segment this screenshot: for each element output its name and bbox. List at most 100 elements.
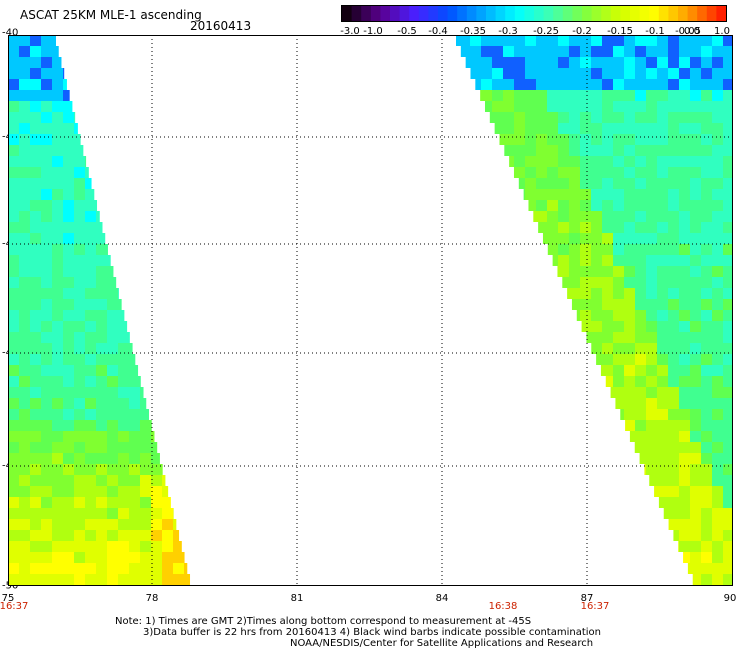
swath-cell	[74, 211, 85, 222]
swath-cell	[547, 200, 558, 211]
swath-cell	[173, 574, 184, 585]
swath-cell	[85, 486, 96, 497]
swath-cell	[8, 343, 19, 354]
swath-cell	[690, 288, 701, 299]
swath-cell	[723, 420, 733, 431]
swath-cell	[654, 486, 657, 497]
swath-cell	[52, 398, 63, 409]
swath-cell	[118, 431, 129, 442]
swath-cell	[96, 475, 107, 486]
swath-cell	[646, 277, 657, 288]
swath-cell	[85, 266, 96, 277]
swath-cell	[41, 442, 52, 453]
swath-cell	[151, 453, 160, 464]
swath-cell	[41, 90, 52, 101]
map-grid	[8, 35, 733, 586]
swath-cell	[30, 156, 41, 167]
swath-cell	[690, 332, 701, 343]
swath-cell	[151, 508, 162, 519]
swath-cell	[19, 134, 30, 145]
swath-cell	[723, 563, 733, 574]
swath-cell	[547, 35, 558, 46]
swath-cell	[63, 145, 74, 156]
swath-cell	[657, 68, 668, 79]
swath-cell	[514, 46, 525, 57]
swath-cell	[558, 244, 569, 255]
swath-cell	[96, 420, 107, 431]
swath-cell	[41, 376, 52, 387]
swath-cell	[701, 101, 712, 112]
swath-cell	[657, 442, 668, 453]
swath-cell	[499, 134, 503, 145]
swath-cell	[52, 563, 63, 574]
swath-cell	[635, 387, 646, 398]
swath-cell	[19, 288, 30, 299]
swath-cell	[52, 321, 63, 332]
swath-cell	[635, 134, 646, 145]
swath-cell	[96, 332, 107, 343]
swath-cell	[41, 398, 52, 409]
swath-cell	[646, 145, 657, 156]
swath-cell	[74, 541, 85, 552]
swath-cell	[646, 211, 657, 222]
swath-cell	[30, 299, 41, 310]
swath-cell	[52, 497, 63, 508]
swath-cell	[646, 343, 657, 354]
swath-cell	[591, 145, 602, 156]
swath-cell	[586, 332, 591, 343]
swath-cell	[30, 508, 41, 519]
swath-cell	[30, 134, 41, 145]
colorbar-swatch	[553, 6, 564, 21]
swath-cell	[514, 90, 525, 101]
swath-cell	[492, 68, 503, 79]
swath-cell	[580, 266, 591, 277]
swath-cell	[602, 310, 613, 321]
swath-cell	[536, 211, 547, 222]
swath-cell	[107, 431, 118, 442]
swath-cell	[184, 574, 191, 585]
swath-cell	[591, 244, 602, 255]
swath-cell	[547, 167, 558, 178]
swath-cell	[107, 255, 111, 266]
swath-cell	[701, 200, 712, 211]
swath-cell	[712, 442, 723, 453]
swath-cell	[701, 90, 712, 101]
swath-cell	[162, 541, 173, 552]
swath-cell	[536, 189, 547, 200]
swath-cell	[635, 398, 646, 409]
swath-cell	[635, 299, 646, 310]
swath-cell	[646, 442, 657, 453]
swath-cell	[679, 376, 690, 387]
swath-cell	[690, 189, 701, 200]
swath-cell	[712, 486, 723, 497]
colorbar-tick-label: -0.4	[428, 26, 448, 37]
swath-cell	[30, 541, 41, 552]
swath-cell	[96, 222, 103, 233]
swath-cell	[96, 255, 107, 266]
swath-cell	[723, 167, 733, 178]
swath-cell	[701, 233, 712, 244]
swath-cell	[107, 288, 118, 299]
colorbar	[341, 5, 727, 22]
swath-cell	[85, 321, 96, 332]
swath-cell	[690, 134, 701, 145]
swath-cell	[723, 530, 733, 541]
swath-cell	[712, 167, 723, 178]
swath-cell	[489, 112, 492, 123]
swath-cell	[118, 310, 125, 321]
swath-cell	[8, 453, 19, 464]
swath-cell	[85, 354, 96, 365]
swath-cell	[712, 563, 723, 574]
swath-cell	[613, 35, 624, 46]
swath-cell	[613, 101, 624, 112]
swath-cell	[690, 453, 701, 464]
swath-cell	[657, 431, 668, 442]
swath-cell	[30, 112, 41, 123]
swath-cell	[690, 508, 701, 519]
swath-cell	[673, 530, 679, 541]
swath-cell	[514, 123, 525, 134]
swath-cell	[547, 68, 558, 79]
swath-cell	[602, 68, 613, 79]
swath-cell	[129, 332, 130, 343]
swath-cell	[701, 365, 712, 376]
